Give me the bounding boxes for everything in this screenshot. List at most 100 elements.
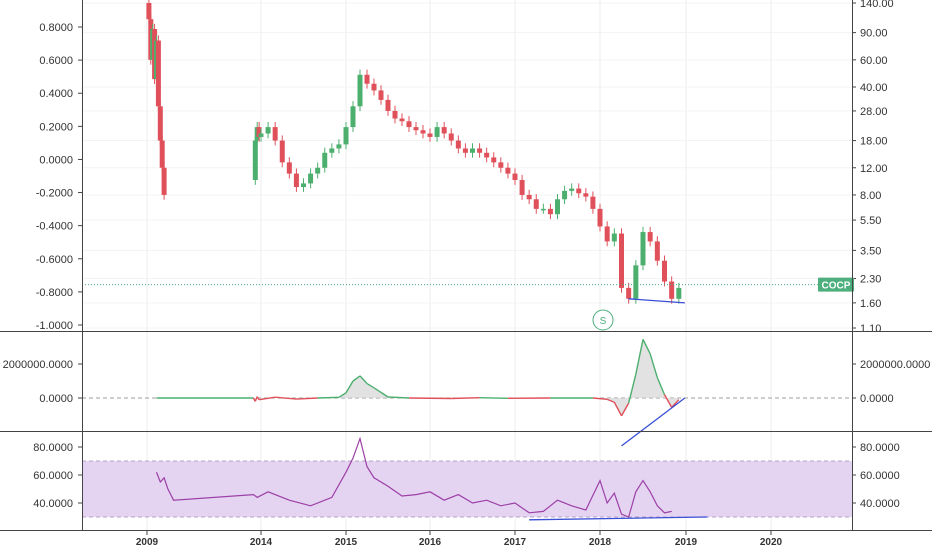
x-tick-label: 2019 <box>675 537 698 548</box>
oscillator-segment <box>296 397 318 400</box>
candle-body <box>505 167 511 174</box>
candle-body <box>569 188 575 191</box>
candle-body <box>562 190 568 200</box>
candle-body <box>329 148 335 153</box>
candle-body <box>392 110 398 119</box>
oscillator-segment <box>256 396 260 401</box>
oscillator-segment <box>479 396 508 400</box>
candle-body <box>315 167 321 174</box>
price-left-tick-label: 0.6000 <box>39 55 73 67</box>
x-tick-label: 2016 <box>419 537 442 548</box>
oscillator-segment <box>258 396 276 401</box>
oscillator-right-tick-label: 0.0000 <box>860 393 894 405</box>
price-right-tick-label: 3.50 <box>860 245 881 257</box>
price-right-tick-label: 140.00 <box>860 0 894 10</box>
candle-body <box>350 106 356 128</box>
candle-body <box>357 74 363 107</box>
oscillator-segment <box>275 396 297 400</box>
candle-body <box>576 188 582 194</box>
candle-body <box>519 179 525 195</box>
candle-body <box>272 127 278 141</box>
candle-body <box>343 127 349 145</box>
signal-marker[interactable]: S <box>592 309 614 331</box>
candle-body <box>441 127 447 134</box>
rsi-left-tick-label: 60.0000 <box>33 470 73 482</box>
oscillator-segment <box>387 396 410 399</box>
price-right-tick-label: 8.00 <box>860 190 881 202</box>
candle-body <box>279 140 285 163</box>
x-grid <box>146 0 772 530</box>
oscillator-segment <box>663 394 673 408</box>
ticker-label: COCP <box>822 281 851 292</box>
candle-body <box>512 173 518 180</box>
candle-body <box>640 232 646 266</box>
candle-body <box>371 83 377 91</box>
candle-body <box>647 232 653 242</box>
price-right-tick-label: 60.00 <box>860 55 888 67</box>
rsi-right-tick-label: 40.0000 <box>860 498 900 510</box>
signal-marker-label: S <box>600 316 607 327</box>
candle-body <box>626 287 632 299</box>
price-left-tick-label: 0.0000 <box>39 154 73 166</box>
candle-body <box>159 140 165 168</box>
oscillator-segment <box>366 382 375 389</box>
candle-body <box>252 140 258 180</box>
candle-body <box>470 148 475 153</box>
oscillator-segment <box>338 392 347 398</box>
oscillator-segment <box>359 375 368 385</box>
price-left-tick-label: 0.4000 <box>39 88 73 100</box>
candle-body <box>462 148 468 153</box>
candle-body <box>597 208 603 227</box>
candle-body <box>676 287 682 299</box>
oscillator-segment <box>656 377 666 395</box>
price-left-tick-label: 0.8000 <box>39 22 73 34</box>
price-right-tick-label: 1.60 <box>860 298 881 310</box>
candle-body <box>491 157 497 163</box>
candle-body <box>547 208 553 215</box>
price-right-tick-label: 28.00 <box>860 106 888 118</box>
candle-body <box>484 152 490 158</box>
oscillator-segment <box>352 375 361 382</box>
rsi-panel: 80.0000 60.0000 40.0000 80.0000 60.0000 40.00… <box>33 436 900 521</box>
price-left-tick-label: -0.2000 <box>36 188 73 200</box>
candle-body <box>265 127 271 134</box>
candle-body <box>301 183 306 188</box>
oscillator-segment <box>317 396 339 399</box>
candle-body <box>385 99 391 111</box>
price-trendline <box>628 298 685 304</box>
price-right-tick-label: 18.00 <box>860 136 888 148</box>
candle-body <box>590 196 596 209</box>
candle-body <box>256 127 262 137</box>
oscillator-segment <box>408 397 452 400</box>
x-tick-label: 2014 <box>250 537 273 548</box>
price-left-tick-label: -0.4000 <box>36 221 73 233</box>
candle-body <box>420 130 426 134</box>
candle-body <box>583 193 589 197</box>
candle-body <box>258 133 264 137</box>
candle-body <box>413 127 419 131</box>
price-left-tick-label: -0.8000 <box>36 287 73 299</box>
x-tick-label: 2017 <box>504 537 527 548</box>
candle-body <box>399 118 405 122</box>
candle-body <box>604 226 610 242</box>
oscillator-segment <box>649 353 659 378</box>
oscillator-segment <box>345 380 354 394</box>
candle-body <box>540 208 546 211</box>
candle-body <box>157 106 163 141</box>
candle-body <box>654 241 660 261</box>
candle-body <box>155 40 161 107</box>
candle-body <box>378 90 384 100</box>
price-right-tick-label: 40.00 <box>860 82 888 94</box>
price-right-tick-label: 12.00 <box>860 163 888 175</box>
candle-body <box>286 162 292 174</box>
candle-body <box>477 148 483 153</box>
price-left-tick-label: -1.0000 <box>36 320 73 332</box>
price-right-tick-label: 90.00 <box>860 28 888 40</box>
candle-body <box>662 260 667 282</box>
oscillator-segment <box>373 387 389 398</box>
candle-body <box>448 133 454 141</box>
rsi-band <box>82 461 852 517</box>
oscillator-left-tick-label: 2000000.0000 <box>3 359 73 371</box>
candle-body <box>161 167 167 195</box>
candle-body <box>434 127 440 137</box>
